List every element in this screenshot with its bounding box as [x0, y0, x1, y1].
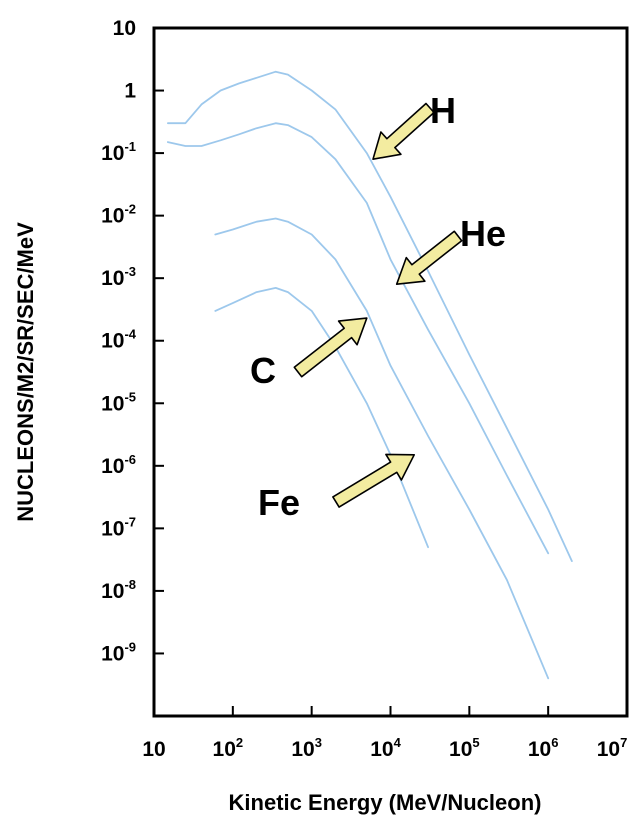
- x-tick-label: 104: [370, 735, 401, 761]
- label-layer: H He C Fe: [250, 90, 506, 523]
- x-tick-label: 106: [528, 735, 559, 761]
- y-tick-label: 10-5: [101, 389, 136, 415]
- series-line-he: [167, 122, 550, 555]
- y-axis-title: NUCLEONS/M2/SR/SEC/MeV: [13, 222, 38, 522]
- plot-frame: [152, 26, 629, 718]
- arrow-fe: [332, 453, 416, 508]
- series-line-fe: [214, 287, 429, 549]
- series-line-c: [214, 217, 550, 680]
- y-tick-label: 10: [113, 17, 136, 40]
- arrow-he: [395, 230, 463, 286]
- x-tick-label: 105: [449, 735, 480, 761]
- y-tick-label: 1: [124, 80, 136, 103]
- y-tick-label: 10-4: [101, 327, 137, 353]
- x-tick-label: 10: [142, 738, 165, 761]
- y-tick-label: 10-3: [101, 264, 136, 290]
- series-layer: [167, 70, 573, 680]
- x-tick-label: 107: [597, 735, 628, 761]
- y-tick-label: 10-8: [101, 577, 136, 603]
- species-label-fe: Fe: [258, 482, 300, 523]
- y-tick-label: 10-2: [101, 202, 136, 228]
- y-tick-label: 10-1: [101, 139, 136, 165]
- y-tick-label: 10-6: [101, 452, 136, 478]
- series-line-h: [167, 70, 573, 562]
- x-tick-label: 103: [291, 735, 322, 761]
- species-label-he: He: [460, 213, 506, 254]
- y-tick-label: 10-9: [101, 639, 136, 665]
- arrow-h: [372, 102, 435, 160]
- species-label-h: H: [430, 90, 456, 131]
- species-label-c: C: [250, 350, 276, 391]
- x-axis-ticks: 10 102 103 104 105 106 107: [142, 706, 628, 761]
- y-axis-ticks: 10 1 10-1 10-2 10-3 10-4 10-5 10-6 10-7 10-8 10-9: [101, 17, 164, 665]
- arrow-layer: [293, 102, 463, 508]
- arrow-c: [293, 317, 368, 378]
- y-tick-label: 10-7: [101, 514, 136, 540]
- x-axis-title: Kinetic Energy (MeV/Nucleon): [229, 790, 542, 815]
- x-tick-label: 102: [213, 735, 244, 761]
